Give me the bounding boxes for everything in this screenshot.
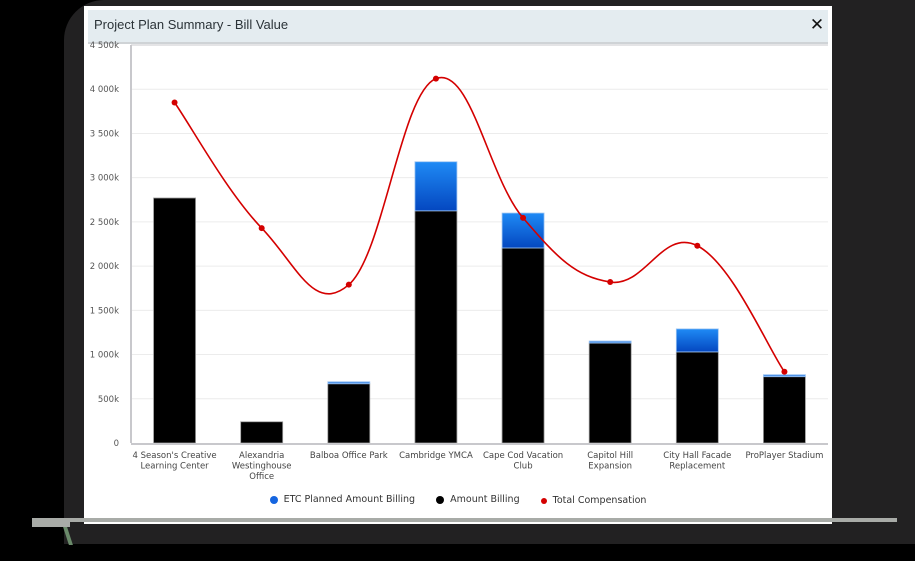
chart-dialog: Project Plan Summary - Bill Value ✕ 0 500… xyxy=(84,6,832,524)
legend-label: Amount Billing xyxy=(450,494,520,505)
legend-item-compensation[interactable]: Total Compensation xyxy=(540,495,647,506)
device-bottom xyxy=(0,544,915,561)
etc-billing-bar[interactable] xyxy=(675,328,719,353)
dialog-header: Project Plan Summary - Bill Value ✕ xyxy=(88,10,828,44)
close-icon[interactable]: ✕ xyxy=(809,15,825,35)
x-tick-label: Alexandria xyxy=(239,451,284,461)
x-tick-label: Cape Cod Vacation xyxy=(483,451,563,461)
y-tick-label: 500k xyxy=(98,395,119,405)
x-tick-label: City Hall Facade xyxy=(663,451,731,461)
compensation-point[interactable] xyxy=(171,99,178,106)
x-tick-label: Westinghouse xyxy=(232,462,292,472)
compensation-point[interactable] xyxy=(694,242,701,249)
etc-billing-bar[interactable] xyxy=(327,381,371,385)
x-tick-label: Cambridge YMCA xyxy=(399,451,473,461)
y-tick-label: 2 500k xyxy=(90,218,119,228)
legend-item-amount[interactable]: Amount Billing xyxy=(436,494,520,505)
amount-billing-bar[interactable] xyxy=(501,247,545,444)
compensation-dot-icon xyxy=(540,497,547,504)
x-tick-label: Balboa Office Park xyxy=(310,451,388,461)
x-tick-label: Club xyxy=(514,462,533,472)
compensation-point[interactable] xyxy=(258,225,265,232)
y-tick-label: 4 000k xyxy=(90,85,119,95)
y-tick-label: 3 500k xyxy=(90,129,119,139)
compensation-point[interactable] xyxy=(607,279,614,286)
device-ledge-corner xyxy=(32,518,70,527)
amount-billing-bar[interactable] xyxy=(675,351,719,444)
x-tick-label: Capitol Hill xyxy=(587,451,633,461)
compensation-point[interactable] xyxy=(345,281,352,288)
x-tick-label: Office xyxy=(249,472,274,482)
etc-billing-bar[interactable] xyxy=(763,374,806,378)
amount-billing-bar[interactable] xyxy=(763,376,806,444)
y-tick-label: 3 000k xyxy=(90,174,119,184)
x-tick-label: Replacement xyxy=(669,462,726,472)
amount-billing-bar[interactable] xyxy=(240,421,284,444)
amount-dot-icon xyxy=(436,495,445,504)
x-tick-label: 4 Season's Creative xyxy=(133,451,217,461)
compensation-point[interactable] xyxy=(432,75,439,82)
x-tick-label: Learning Center xyxy=(140,462,209,472)
compensation-line xyxy=(171,75,788,375)
amount-billing-bar[interactable] xyxy=(327,383,371,444)
etc-billing-bar[interactable] xyxy=(588,340,632,344)
amount-billing-bar[interactable] xyxy=(153,197,196,444)
compensation-point[interactable] xyxy=(520,214,527,221)
y-tick-label: 4 500k xyxy=(90,41,119,51)
y-tick-label: 1 000k xyxy=(90,351,119,361)
etc-dot-icon xyxy=(269,495,278,504)
bar-series xyxy=(153,161,806,444)
bill-value-chart: 0 500k 1 000k 1 500k 2 000k 2 500k 3 000k 3 500… xyxy=(90,41,828,482)
y-axis: 0 500k 1 000k 1 500k 2 000k 2 500k 3 000k 3 500… xyxy=(90,41,828,449)
x-tick-label: Expansion xyxy=(588,462,632,472)
dialog-title: Project Plan Summary - Bill Value xyxy=(94,17,289,32)
legend-label: Total Compensation xyxy=(552,495,647,506)
y-tick-label: 2 000k xyxy=(90,262,119,272)
legend-item-etc[interactable]: ETC Planned Amount Billing xyxy=(269,494,416,505)
legend-label: ETC Planned Amount Billing xyxy=(283,494,416,505)
compensation-point[interactable] xyxy=(781,368,788,375)
gridlines xyxy=(131,44,828,400)
y-tick-label: 1 500k xyxy=(90,306,119,316)
x-tick-label: ProPlayer Stadium xyxy=(745,451,823,461)
device-ledge xyxy=(32,518,897,522)
amount-billing-bar[interactable] xyxy=(414,210,458,444)
etc-billing-bar[interactable] xyxy=(414,161,458,212)
chart-legend: ETC Planned Amount Billing Amount Billin… xyxy=(84,494,832,507)
amount-billing-bar[interactable] xyxy=(588,342,632,444)
y-tick-label: 0 xyxy=(114,439,119,449)
